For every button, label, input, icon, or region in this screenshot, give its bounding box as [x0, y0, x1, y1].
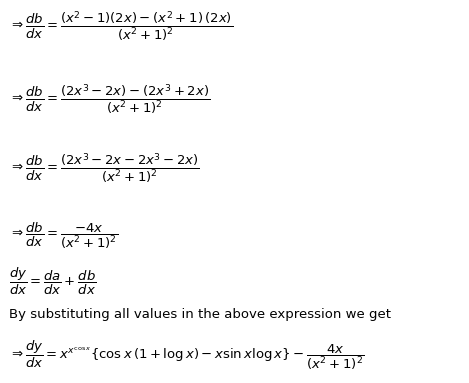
Text: $\Rightarrow \dfrac{db}{dx} = \dfrac{(2x^3-2x)-(2x^3+2x)}{(x^2+1)^2}$: $\Rightarrow \dfrac{db}{dx} = \dfrac{(2x…: [9, 82, 211, 116]
Text: $\dfrac{dy}{dx} = \dfrac{da}{dx} + \dfrac{db}{dx}$: $\dfrac{dy}{dx} = \dfrac{da}{dx} + \dfra…: [9, 266, 97, 297]
Text: By substituting all values in the above expression we get: By substituting all values in the above …: [9, 308, 391, 321]
Text: $\Rightarrow \dfrac{db}{dx} = \dfrac{-4x}{(x^2+1)^2}$: $\Rightarrow \dfrac{db}{dx} = \dfrac{-4x…: [9, 220, 119, 250]
Text: $\Rightarrow \dfrac{db}{dx} = \dfrac{(x^2-1)(2x)-(x^2+1)\,(2x)}{(x^2+1)^2}$: $\Rightarrow \dfrac{db}{dx} = \dfrac{(x^…: [9, 10, 234, 44]
Text: $\Rightarrow \dfrac{db}{dx} = \dfrac{(2x^3-2x-2x^3-2x)}{(x^2+1)^2}$: $\Rightarrow \dfrac{db}{dx} = \dfrac{(2x…: [9, 151, 200, 185]
Text: $\Rightarrow \dfrac{dy}{dx} = x^{x^{\cos x}}\{\cos x\,(1+\log x)-x\sin x \log x\: $\Rightarrow \dfrac{dy}{dx} = x^{x^{\cos…: [9, 339, 365, 372]
